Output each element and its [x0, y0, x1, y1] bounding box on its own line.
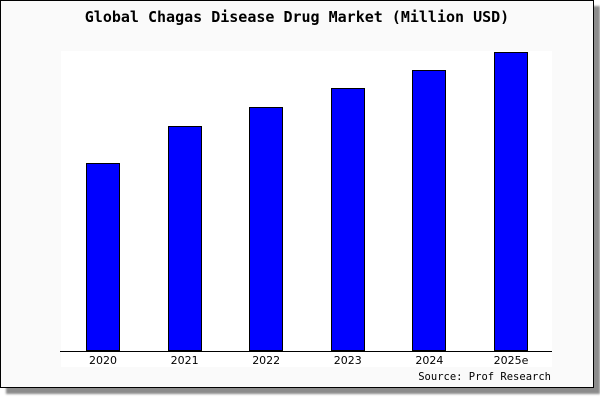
x-tick-label-2022: 2022	[252, 354, 281, 367]
x-axis-line	[60, 351, 552, 352]
plot-area: 2020 2021 2022 2023 2024 2025e	[60, 51, 552, 368]
chart-title: Global Chagas Disease Drug Market (Milli…	[84, 8, 510, 26]
x-tick-label-2023: 2023	[333, 354, 362, 367]
bar-2025e	[494, 52, 528, 351]
x-tick-label-2020: 2020	[89, 354, 117, 367]
x-tick-label-2024: 2024	[415, 354, 444, 367]
x-axis-ticks: 2020 2021 2022 2023 2024 2025e	[61, 354, 552, 368]
x-tick-label-2025e: 2025e	[493, 354, 529, 367]
bar-2024	[412, 70, 447, 351]
bar-2021	[167, 126, 202, 351]
bar-2022	[249, 107, 284, 351]
bar-2020	[86, 163, 120, 351]
source-text: Source: Prof Research	[418, 371, 551, 383]
bar-2023	[330, 88, 365, 351]
chart-frame: Global Chagas Disease Drug Market (Milli…	[0, 0, 594, 388]
bars-layer	[61, 51, 552, 351]
x-tick-label-2021: 2021	[170, 354, 199, 367]
